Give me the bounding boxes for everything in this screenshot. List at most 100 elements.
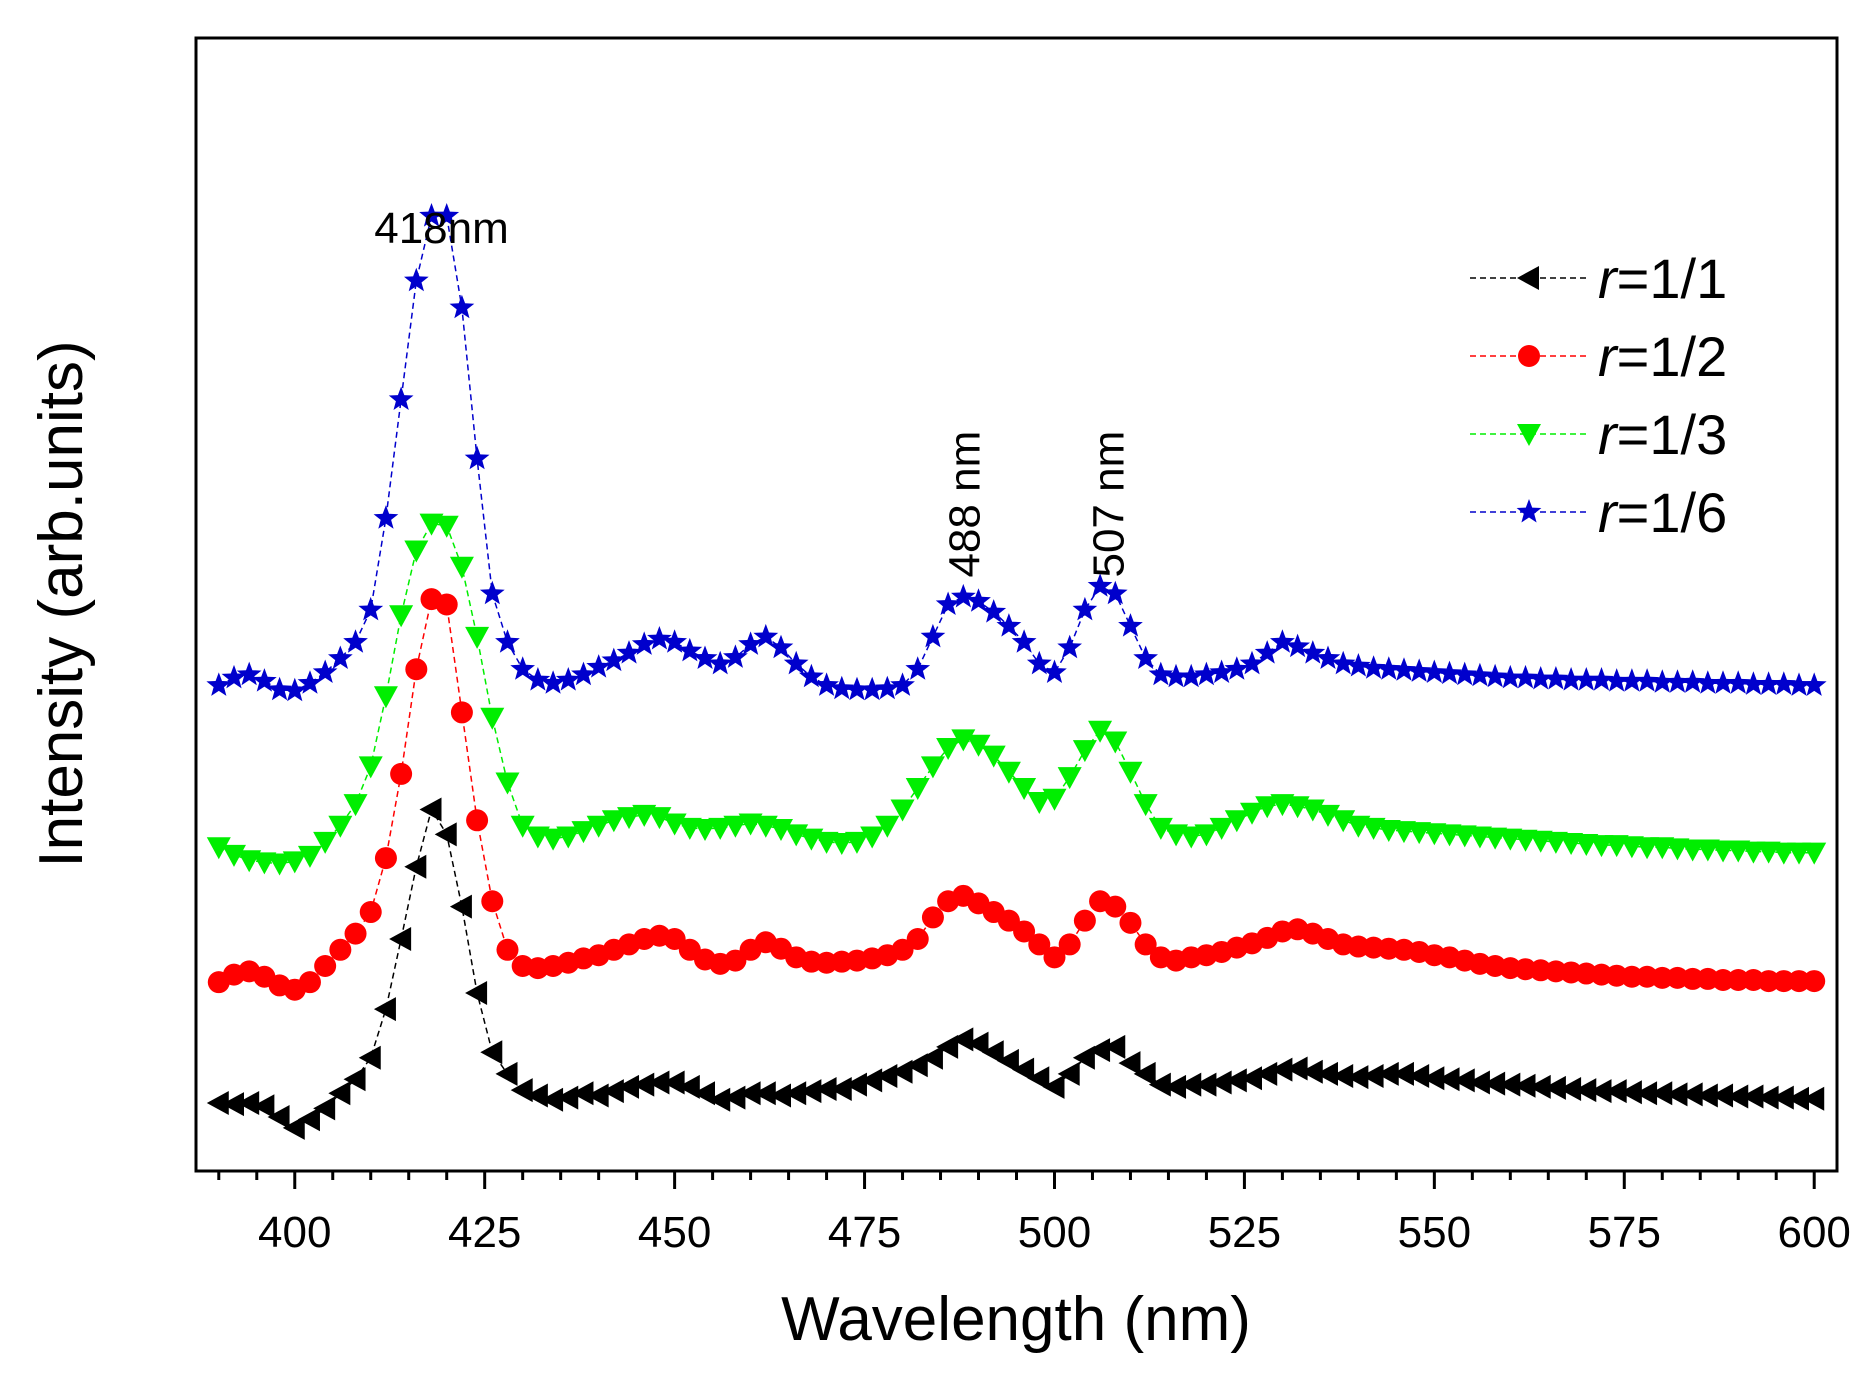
annotations: 418nm 488 nm 507 nm: [374, 204, 1133, 578]
annotation-label: 488 nm: [940, 431, 989, 578]
data-point: [1163, 663, 1189, 688]
data-point: [859, 676, 885, 701]
data-point: [1513, 1073, 1536, 1098]
data-point: [373, 505, 399, 529]
data-point: [495, 772, 520, 795]
data-point: [891, 938, 914, 961]
data-point: [1376, 1061, 1399, 1086]
data-point: [1027, 791, 1052, 814]
data-point: [981, 745, 1006, 768]
data-point: [1727, 969, 1750, 992]
data-point: [1756, 671, 1781, 695]
data-point: [1043, 946, 1066, 969]
data-point: [221, 1092, 244, 1117]
data-point: [799, 1079, 822, 1104]
data-point: [434, 515, 459, 538]
data-point: [1103, 731, 1128, 754]
data-point: [1072, 596, 1098, 621]
data-point: [449, 894, 472, 919]
data-point: [405, 658, 428, 681]
data-point: [1649, 669, 1675, 693]
series-line: [218, 522, 1815, 865]
data-point: [328, 1081, 351, 1106]
data-point: [480, 707, 505, 730]
data-point: [221, 664, 247, 689]
data-point: [996, 761, 1021, 784]
data-point: [1057, 767, 1082, 790]
data-point: [966, 588, 991, 612]
data-point: [206, 837, 231, 860]
data-point: [768, 1083, 791, 1108]
data-point: [1711, 1083, 1734, 1108]
data-point: [601, 810, 626, 833]
data-point: [481, 890, 504, 913]
data-point: [359, 901, 382, 924]
data-point: [328, 645, 353, 669]
data-point: [586, 1083, 609, 1108]
data-point: [404, 854, 427, 879]
data-point: [571, 661, 596, 686]
data-point: [1741, 1084, 1764, 1109]
data-point: [829, 832, 854, 855]
data-point: [388, 386, 414, 410]
data-point: [1680, 839, 1705, 862]
data-point: [1665, 669, 1690, 693]
data-point: [1680, 1082, 1703, 1107]
data-point: [920, 1045, 943, 1070]
data-point: [1651, 966, 1674, 989]
data-point: [616, 640, 642, 664]
data-point: [997, 909, 1020, 932]
y-axis-title: Intensity (arb.units): [27, 340, 96, 867]
data-point: [1239, 650, 1265, 675]
legend-marker: [1518, 345, 1540, 367]
data-point: [647, 626, 672, 650]
data-point: [1224, 1068, 1247, 1093]
data-point: [540, 670, 566, 694]
data-point: [1087, 573, 1113, 597]
data-point: [1467, 662, 1493, 687]
data-point: [1072, 740, 1097, 763]
data-point: [390, 762, 413, 785]
data-point: [1118, 761, 1143, 784]
data-point: [282, 677, 308, 702]
data-point: [1513, 664, 1538, 689]
data-point: [1011, 629, 1037, 653]
data-point: [723, 815, 748, 838]
data-point: [1042, 1074, 1065, 1099]
data-point: [905, 656, 931, 680]
data-point: [282, 1115, 305, 1140]
data-point: [601, 647, 627, 672]
data-point: [1012, 1057, 1035, 1082]
data-point: [1680, 669, 1705, 693]
data-point: [525, 1083, 548, 1108]
annotation-label: 507 nm: [1085, 431, 1134, 578]
data-point: [1467, 1070, 1490, 1095]
series-line: [218, 215, 1815, 692]
data-point: [1315, 645, 1341, 669]
data-point: [617, 807, 642, 830]
data-point: [297, 1107, 320, 1132]
legend-entry: r=1/6: [1470, 481, 1727, 544]
legend-entry: r=1/3: [1470, 403, 1727, 466]
data-point: [936, 738, 961, 761]
data-point: [510, 815, 535, 838]
data-point: [314, 954, 337, 977]
data-point: [1102, 580, 1128, 605]
data-point: [389, 605, 414, 628]
x-tick-label: 525: [1208, 1208, 1281, 1257]
data-point: [586, 654, 611, 678]
series-layer: [206, 203, 1827, 1140]
data-point: [541, 828, 566, 851]
data-point: [1270, 629, 1295, 653]
data-point: [799, 663, 824, 688]
data-point: [252, 668, 277, 692]
data-point: [480, 1040, 503, 1065]
x-axis-title: Wavelength (nm): [781, 1285, 1251, 1354]
data-point: [1391, 657, 1417, 681]
x-tick-label: 450: [638, 1208, 711, 1257]
data-point: [1346, 653, 1371, 677]
data-point: [1254, 640, 1280, 664]
data-point: [479, 580, 505, 605]
data-point: [951, 1027, 974, 1052]
